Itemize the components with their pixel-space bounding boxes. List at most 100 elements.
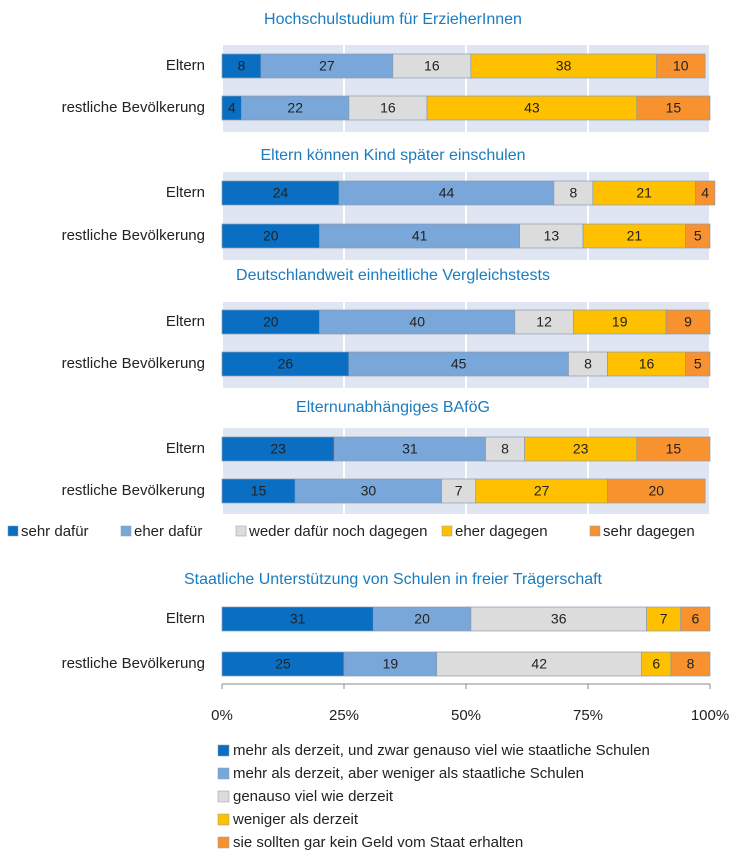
x-tick-label: 0% — [211, 707, 233, 724]
value-label: 7 — [660, 611, 668, 627]
legend-label: weniger als derzeit — [232, 811, 359, 828]
legend-swatch — [441, 525, 453, 537]
value-label: 27 — [319, 58, 335, 74]
value-label: 21 — [627, 228, 643, 244]
x-tick-label: 25% — [329, 707, 359, 724]
chart-title: Eltern können Kind später einschulen — [260, 147, 525, 164]
bar-segment — [519, 223, 584, 249]
value-label: 27 — [534, 483, 550, 499]
value-label: 20 — [649, 483, 665, 499]
category-label: Eltern — [166, 57, 205, 74]
bar-segment — [655, 53, 706, 79]
bar-segment — [695, 180, 716, 206]
bar-segment — [319, 309, 516, 335]
bar-segment — [372, 606, 472, 632]
value-label: 21 — [636, 185, 652, 201]
bar-segment — [436, 651, 643, 677]
value-label: 31 — [402, 441, 418, 457]
bar-segment — [333, 436, 486, 462]
legend-label: sehr dafür — [21, 523, 89, 540]
bar-segment — [221, 180, 340, 206]
value-label: 26 — [278, 356, 294, 372]
value-label: 6 — [691, 611, 699, 627]
legend-swatch — [120, 525, 132, 537]
legend-label: eher dafür — [134, 523, 202, 540]
value-label: 23 — [573, 441, 589, 457]
bar-segment — [338, 180, 555, 206]
bar-segment — [636, 95, 711, 121]
legend-label: weder dafür noch dagegen — [248, 523, 427, 540]
value-label: 25 — [275, 656, 291, 672]
category-label: Eltern — [166, 440, 205, 457]
bar-segment — [294, 478, 442, 504]
chart-title: Elternunabhängiges BAföG — [296, 399, 490, 416]
value-label: 5 — [694, 228, 702, 244]
bar-segment — [568, 351, 608, 377]
legend-swatch — [235, 525, 247, 537]
bar-segment — [607, 478, 706, 504]
value-label: 20 — [263, 314, 279, 330]
legend-swatch — [589, 525, 601, 537]
category-label: Eltern — [166, 313, 205, 330]
value-label: 5 — [694, 356, 702, 372]
bar-segment — [441, 478, 477, 504]
value-label: 16 — [424, 58, 440, 74]
value-label: 43 — [524, 100, 540, 116]
value-label: 36 — [551, 611, 567, 627]
value-label: 16 — [380, 100, 396, 116]
value-label: 15 — [251, 483, 267, 499]
value-label: 8 — [238, 58, 246, 74]
bar-segment — [573, 309, 667, 335]
x-tick-label: 100% — [691, 707, 729, 724]
bar-segment — [636, 436, 711, 462]
value-label: 6 — [652, 656, 660, 672]
bar-segment — [221, 478, 296, 504]
bar-segment — [685, 223, 711, 249]
legend-label: mehr als derzeit, und zwar genauso viel … — [233, 742, 650, 759]
value-label: 40 — [409, 314, 425, 330]
legend-label: sehr dagegen — [603, 523, 695, 540]
bar-segment — [348, 95, 428, 121]
value-label: 19 — [383, 656, 399, 672]
bar-segment — [665, 309, 711, 335]
bar-segment — [221, 436, 335, 462]
category-label: Eltern — [166, 184, 205, 201]
legend-swatch — [217, 744, 230, 757]
value-label: 24 — [273, 185, 289, 201]
value-label: 4 — [701, 185, 709, 201]
bar-segment — [221, 309, 320, 335]
category-label: restliche Bevölkerung — [62, 355, 205, 372]
chart-title: Staatliche Unterstützung von Schulen in … — [184, 571, 603, 588]
value-label: 8 — [584, 356, 592, 372]
bar-segment — [524, 436, 638, 462]
legend-swatch — [217, 790, 230, 803]
bar-segment — [221, 223, 320, 249]
bar-segment — [260, 53, 394, 79]
x-tick-label: 75% — [573, 707, 603, 724]
bar-segment — [670, 651, 711, 677]
legend-label: sie sollten gar kein Geld vom Staat erha… — [233, 834, 523, 851]
bar-segment — [221, 606, 374, 632]
bar-segment — [221, 651, 345, 677]
value-label: 45 — [451, 356, 467, 372]
bar-segment — [680, 606, 711, 632]
category-label: restliche Bevölkerung — [62, 482, 205, 499]
bar-segment — [485, 436, 525, 462]
value-label: 38 — [556, 58, 572, 74]
value-label: 19 — [612, 314, 628, 330]
category-label: restliche Bevölkerung — [62, 227, 205, 244]
legend-swatch — [217, 813, 230, 826]
legend-label: mehr als derzeit, aber weniger als staat… — [233, 765, 584, 782]
value-label: 31 — [290, 611, 306, 627]
value-label: 30 — [361, 483, 377, 499]
category-label: restliche Bevölkerung — [62, 99, 205, 116]
legend-swatch — [217, 767, 230, 780]
value-label: 23 — [270, 441, 286, 457]
value-label: 44 — [439, 185, 455, 201]
chart-title: Deutschlandweit einheitliche Vergleichst… — [236, 267, 550, 284]
value-label: 15 — [666, 100, 682, 116]
bar-segment — [514, 309, 574, 335]
x-tick-label: 50% — [451, 707, 481, 724]
value-label: 8 — [569, 185, 577, 201]
